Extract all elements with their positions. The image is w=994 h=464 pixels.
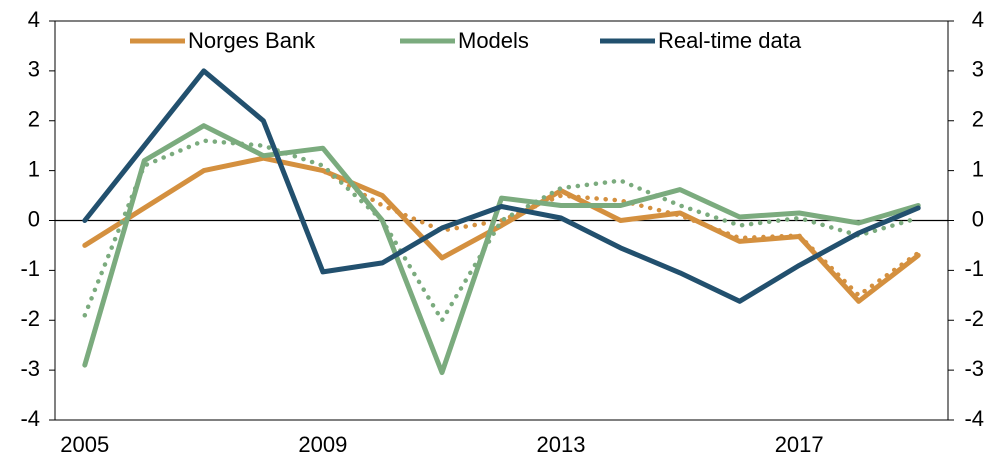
y2-tick-label: -2: [964, 306, 984, 331]
y2-tick-label: -4: [964, 406, 984, 431]
y2-tick-label: -1: [964, 256, 984, 281]
y2-tick-label: 2: [972, 107, 984, 132]
y-tick-label: 2: [28, 107, 40, 132]
dotted-line: [261, 155, 921, 298]
y-tick-label: 3: [28, 57, 40, 82]
legend-label: Real-time data: [658, 28, 802, 53]
x-tick-label: 2017: [775, 432, 824, 457]
legend-label: Models: [458, 28, 529, 53]
series-line: [82, 155, 921, 304]
series-line: [82, 123, 921, 376]
y-tick-label: -2: [20, 306, 40, 331]
dotted-line: [82, 138, 921, 323]
y2-tick-label: -3: [964, 356, 984, 381]
y2-tick-label: 0: [972, 206, 984, 231]
y-tick-label: -3: [20, 356, 40, 381]
y2-tick-label: 1: [972, 156, 984, 181]
x-tick-label: 2009: [298, 432, 347, 457]
y-tick-label: 4: [28, 7, 40, 32]
x-tick-label: 2013: [537, 432, 586, 457]
x-tick-label: 2005: [60, 432, 109, 457]
y-tick-label: 1: [28, 156, 40, 181]
y2-tick-label: 3: [972, 57, 984, 82]
y-tick-label: -4: [20, 406, 40, 431]
y-tick-label: -1: [20, 256, 40, 281]
legend-label: Norges Bank: [188, 28, 316, 53]
y2-tick-label: 4: [972, 7, 984, 32]
series-line: [82, 68, 921, 304]
y-tick-label: 0: [28, 206, 40, 231]
